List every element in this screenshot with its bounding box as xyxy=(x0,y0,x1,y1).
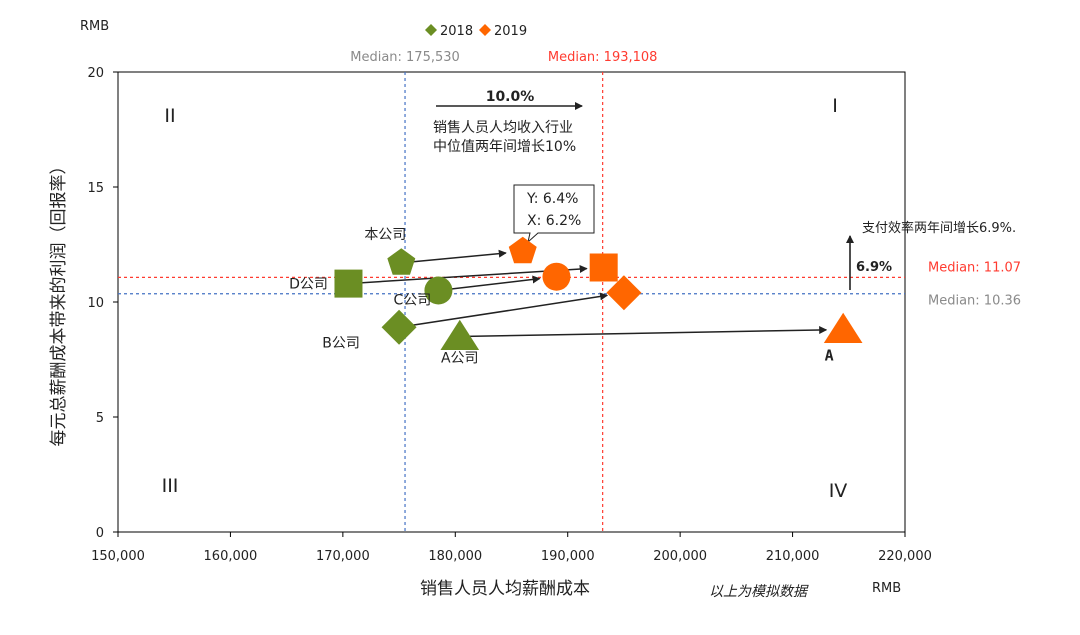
x-tick-label: 180,000 xyxy=(428,549,482,564)
x-axis-title: 销售人员人均薪酬成本 xyxy=(420,579,590,599)
change-arrow-4 xyxy=(398,292,609,329)
x-unit-label: RMB xyxy=(872,581,901,596)
point-label-2018-5: A公司 xyxy=(441,351,479,367)
point-2019-pentagon xyxy=(508,236,537,264)
y-axis-title: 每元总薪酬成本带来的利润（回报率） xyxy=(49,158,69,447)
legend-2019-label: 2019 xyxy=(494,24,527,39)
axis-ticks-layer: 150,000 160,000 170,000 180,000 190,000 200,0… xyxy=(87,66,931,564)
point-2019-circle xyxy=(542,262,571,291)
point-label-2018-2: D公司 xyxy=(289,277,328,293)
x-tick-label: 210,000 xyxy=(766,549,820,564)
point-labels-layer: 本公司 D公司 C公司 B公司 A公司 A xyxy=(289,227,834,367)
callout-box-shape xyxy=(513,184,595,244)
median-y-2019-label: Median: 11.07 xyxy=(928,260,1021,275)
median-x-2018-label: Median: 175,530 xyxy=(350,50,460,65)
y-unit-label: RMB xyxy=(80,19,109,34)
callout-x-text: X: 6.2% xyxy=(527,213,581,229)
point-2019-triangle xyxy=(823,312,863,344)
point-2018-circle xyxy=(424,276,453,305)
quadrant-label-II: II xyxy=(164,105,175,127)
point-label-2019-5: A xyxy=(825,347,834,365)
x-tick-label: 190,000 xyxy=(541,549,595,564)
data-points-layer xyxy=(334,236,863,350)
footnote: 以上为模拟数据 xyxy=(709,584,809,600)
quadrant-label-III: III xyxy=(162,475,179,497)
change-arrow-3 xyxy=(438,275,541,292)
x-tick-label: 160,000 xyxy=(204,549,258,564)
y-growth-value: 6.9% xyxy=(856,260,892,275)
x-growth-value: 10.0% xyxy=(486,89,535,105)
point-2018-square xyxy=(334,269,363,298)
point-label-2018-3: C公司 xyxy=(394,293,432,309)
change-arrow-5 xyxy=(459,326,828,338)
point-2018-pentagon xyxy=(387,248,416,275)
point-2018-diamond xyxy=(381,309,417,345)
x-growth-text-line2: 中位值两年间增长10% xyxy=(433,139,576,155)
legend-2019-marker xyxy=(479,24,491,36)
y-tick-label: 10 xyxy=(87,296,104,311)
point-2019-square xyxy=(589,253,618,282)
y-tick-label: 5 xyxy=(96,411,104,426)
legend-2018-label: 2018 xyxy=(440,24,473,39)
quadrant-label-I: I xyxy=(832,95,838,117)
legend-2018-marker xyxy=(425,24,437,36)
point-label-2018-4: B公司 xyxy=(322,335,360,351)
legend: 2018 2019 xyxy=(425,24,527,39)
median-lines-layer: Median: 175,530 Median: 193,108 Median: 11… xyxy=(118,50,1021,532)
x-tick-label: 220,000 xyxy=(878,549,932,564)
callout-box: Y: 6.4% X: 6.2% xyxy=(513,184,595,244)
point-2019-diamond xyxy=(606,275,642,311)
callout-y-text: Y: 6.4% xyxy=(526,191,578,207)
y-tick-label: 0 xyxy=(96,526,104,541)
y-tick-label: 15 xyxy=(87,181,104,196)
change-arrow-1 xyxy=(401,249,507,264)
median-y-2018-label: Median: 10.36 xyxy=(928,294,1021,309)
x-growth-text-line1: 销售人员人均收入行业 xyxy=(433,120,573,136)
y-growth-text: 支付效率两年间增长6.9%. xyxy=(862,220,1016,236)
median-x-2019-label: Median: 193,108 xyxy=(548,50,658,65)
x-tick-label: 150,000 xyxy=(91,549,145,564)
point-2018-triangle xyxy=(440,319,480,350)
point-label-2018-1: 本公司 xyxy=(364,227,406,243)
x-tick-label: 170,000 xyxy=(316,549,370,564)
quadrant-label-IV: IV xyxy=(829,480,848,502)
y-tick-label: 20 xyxy=(87,66,104,81)
x-tick-label: 200,000 xyxy=(653,549,707,564)
